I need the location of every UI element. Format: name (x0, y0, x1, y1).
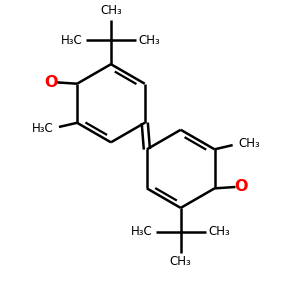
Text: O: O (44, 75, 57, 90)
Text: CH₃: CH₃ (100, 4, 122, 17)
Text: O: O (234, 179, 248, 194)
Text: H₃C: H₃C (61, 34, 83, 47)
Text: CH₃: CH₃ (208, 225, 230, 238)
Text: H₃C: H₃C (32, 122, 53, 135)
Text: H₃C: H₃C (131, 225, 153, 238)
Text: CH₃: CH₃ (238, 137, 260, 150)
Text: CH₃: CH₃ (170, 255, 192, 268)
Text: CH₃: CH₃ (139, 34, 160, 47)
